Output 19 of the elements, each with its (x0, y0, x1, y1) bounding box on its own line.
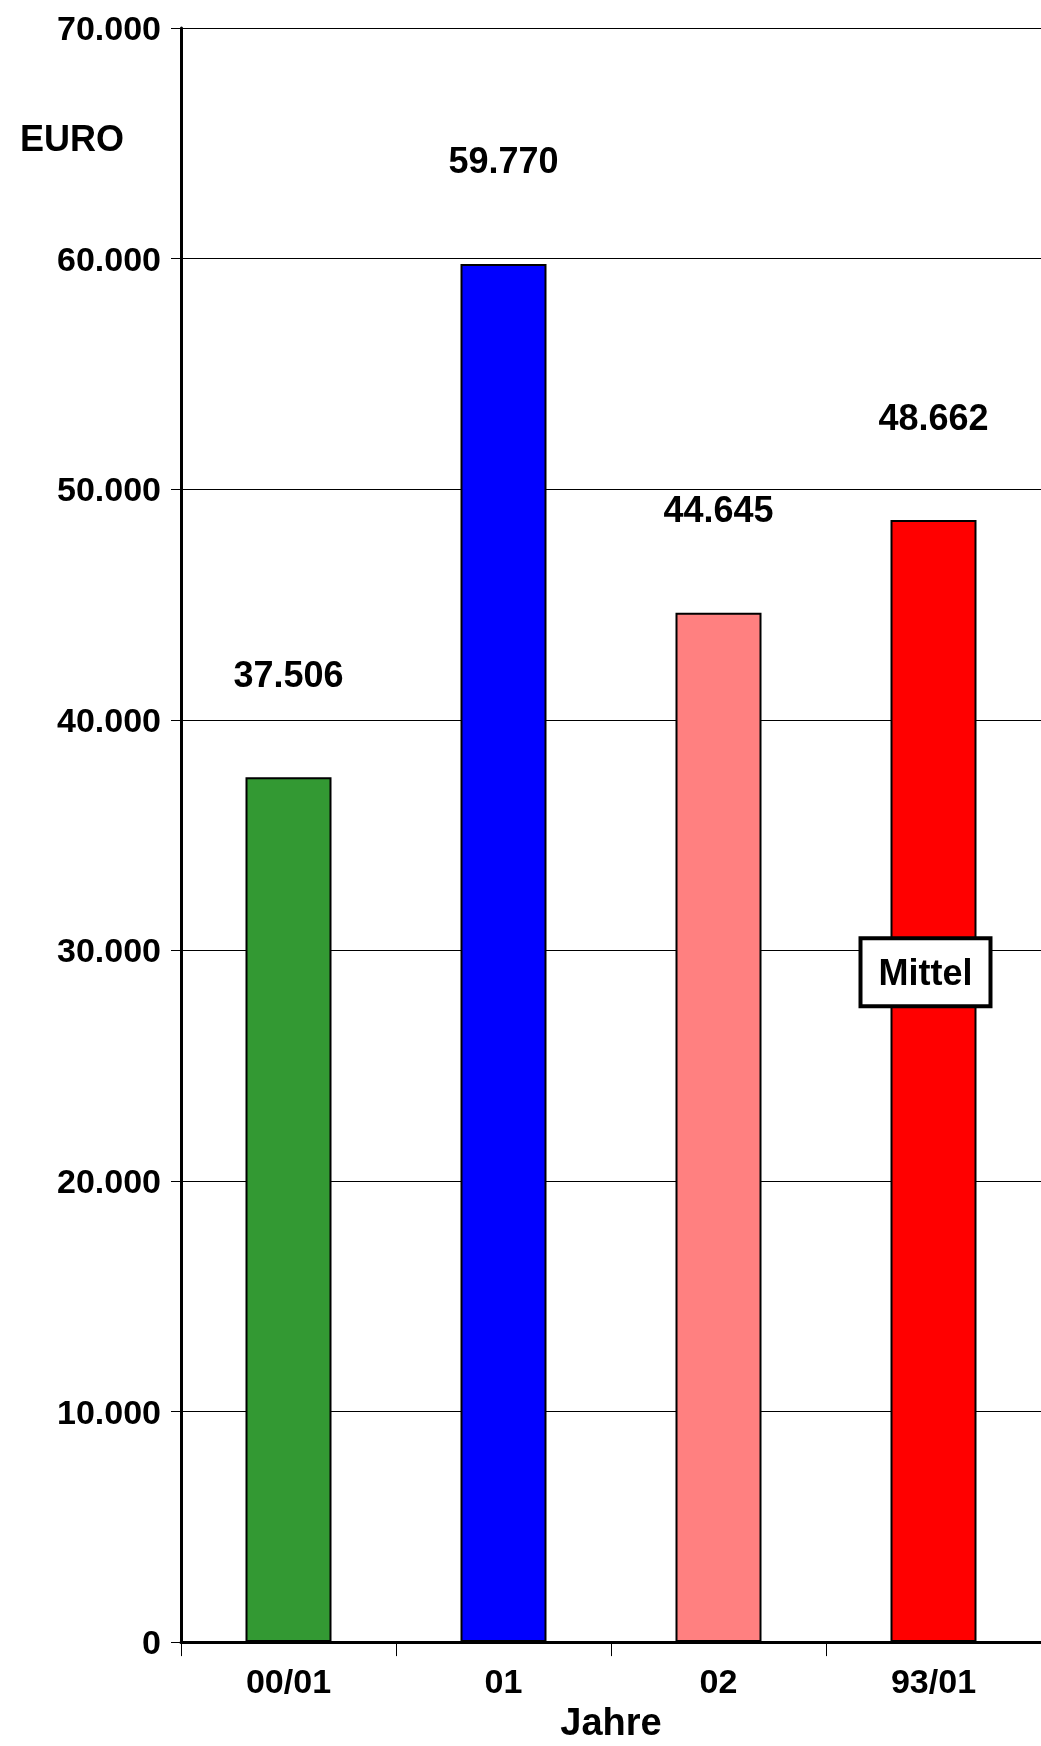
data-label: 44.645 (663, 489, 774, 531)
y-tick-label: 10.000 (57, 1392, 161, 1431)
x-axis-title: Jahre (560, 1701, 662, 1743)
y-tick-label: 60.000 (57, 239, 161, 278)
y-tick-label: 30.000 (57, 931, 161, 970)
data-label: 48.662 (878, 396, 989, 438)
x-tick-label: 02 (699, 1662, 738, 1701)
x-tick-label: 00/01 (245, 1662, 332, 1701)
annotation: Mittel (878, 951, 973, 993)
y-tick-label: 20.000 (57, 1161, 161, 1200)
y-tick-label: 0 (142, 1623, 161, 1662)
y-axis-title: EURO (20, 118, 125, 160)
y-tick-label: 40.000 (57, 700, 161, 739)
x-tick-label: 93/01 (890, 1662, 977, 1701)
x-tick-label: 01 (484, 1662, 523, 1701)
data-label: 59.770 (448, 140, 559, 182)
data-label: 37.506 (233, 653, 344, 695)
y-tick-label: 70.000 (57, 9, 161, 47)
y-tick-label: 50.000 (57, 470, 161, 509)
